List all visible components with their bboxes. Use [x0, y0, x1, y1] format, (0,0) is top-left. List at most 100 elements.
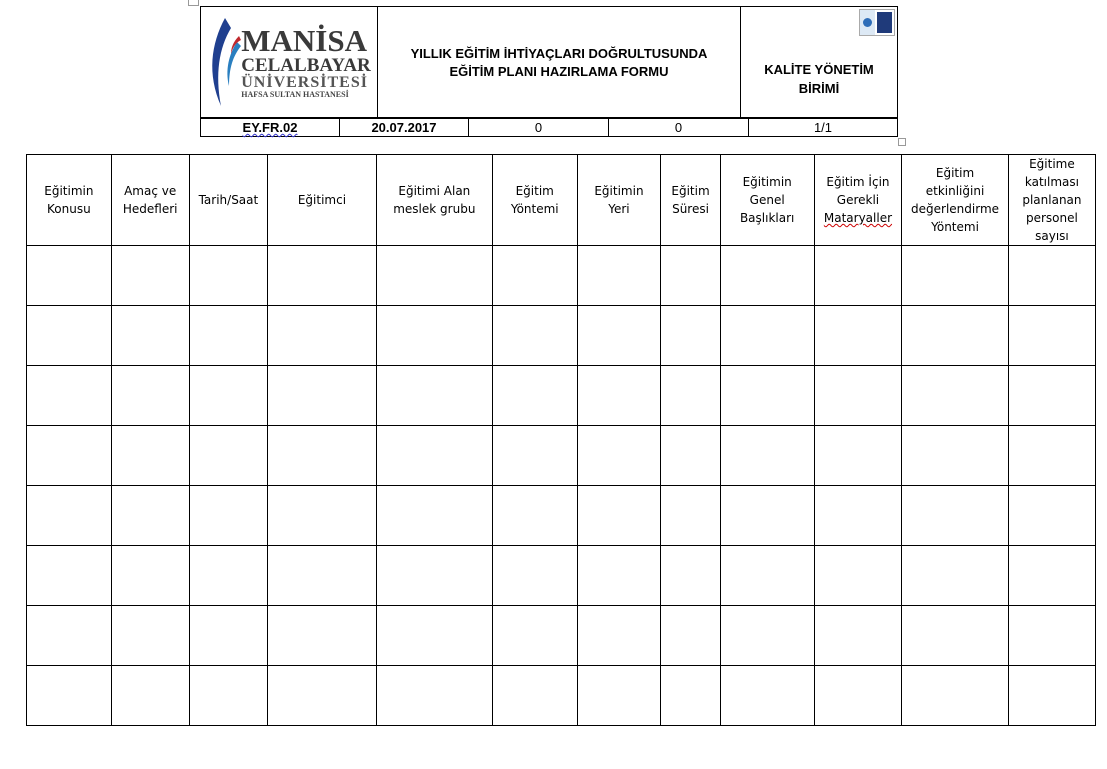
table-cell[interactable] [26, 425, 112, 486]
table-cell[interactable] [110, 665, 190, 726]
table-cell[interactable] [1007, 485, 1097, 546]
table-move-handle[interactable] [188, 0, 199, 6]
table-cell[interactable] [1007, 605, 1097, 666]
table-cell[interactable] [188, 365, 269, 426]
table-cell[interactable] [719, 605, 815, 666]
table-cell[interactable] [576, 305, 662, 366]
table-cell[interactable] [267, 665, 377, 726]
table-cell[interactable] [719, 305, 815, 366]
table-cell[interactable] [1007, 245, 1097, 306]
table-cell[interactable] [813, 305, 903, 366]
table-cell[interactable] [660, 425, 721, 486]
table-cell[interactable] [491, 605, 578, 666]
table-cell[interactable] [26, 485, 112, 546]
table-cell[interactable] [576, 425, 662, 486]
table-cell[interactable] [719, 545, 815, 606]
table-cell[interactable] [110, 425, 190, 486]
table-cell[interactable] [267, 305, 377, 366]
table-cell[interactable] [576, 545, 662, 606]
table-cell[interactable] [110, 305, 190, 366]
table-cell[interactable] [660, 545, 721, 606]
table-cell[interactable] [813, 245, 903, 306]
table-cell[interactable] [1007, 305, 1097, 366]
table-cell[interactable] [491, 365, 578, 426]
table-cell[interactable] [26, 605, 112, 666]
table-cell[interactable] [491, 545, 578, 606]
table-cell[interactable] [491, 665, 578, 726]
table-cell[interactable] [267, 485, 377, 546]
column-header: Eğitim İçin Gerekli Mataryaller [813, 154, 903, 246]
table-cell[interactable] [375, 665, 493, 726]
table-cell[interactable] [719, 425, 815, 486]
table-cell[interactable] [901, 305, 1009, 366]
table-cell[interactable] [26, 665, 112, 726]
table-cell[interactable] [267, 605, 377, 666]
table-cell[interactable] [813, 485, 903, 546]
table-cell[interactable] [188, 485, 269, 546]
table-cell[interactable] [813, 425, 903, 486]
table-cell[interactable] [576, 245, 662, 306]
table-cell[interactable] [188, 545, 269, 606]
table-cell[interactable] [188, 245, 269, 306]
table-cell[interactable] [901, 545, 1009, 606]
table-cell[interactable] [375, 545, 493, 606]
table-cell[interactable] [576, 665, 662, 726]
table-cell[interactable] [901, 245, 1009, 306]
table-cell[interactable] [375, 245, 493, 306]
table-cell[interactable] [26, 305, 112, 366]
table-cell[interactable] [267, 545, 377, 606]
table-cell[interactable] [719, 665, 815, 726]
column-header: Amaç ve Hedefleri [110, 154, 190, 246]
table-cell[interactable] [188, 665, 269, 726]
table-cell[interactable] [110, 485, 190, 546]
table-cell[interactable] [188, 605, 269, 666]
table-cell[interactable] [110, 545, 190, 606]
table-cell[interactable] [188, 305, 269, 366]
table-cell[interactable] [719, 365, 815, 426]
table-cell[interactable] [660, 365, 721, 426]
table-cell[interactable] [813, 605, 903, 666]
table-resize-handle[interactable] [898, 138, 906, 146]
table-cell[interactable] [813, 545, 903, 606]
table-cell[interactable] [375, 305, 493, 366]
table-cell[interactable] [375, 425, 493, 486]
table-cell[interactable] [660, 605, 721, 666]
table-cell[interactable] [576, 365, 662, 426]
table-cell[interactable] [491, 485, 578, 546]
table-cell[interactable] [901, 605, 1009, 666]
table-cell[interactable] [576, 605, 662, 666]
table-cell[interactable] [491, 425, 578, 486]
table-cell[interactable] [576, 485, 662, 546]
table-cell[interactable] [719, 485, 815, 546]
table-cell[interactable] [110, 245, 190, 306]
table-cell[interactable] [813, 665, 903, 726]
table-cell[interactable] [901, 485, 1009, 546]
table-cell[interactable] [110, 365, 190, 426]
table-cell[interactable] [491, 245, 578, 306]
table-cell[interactable] [375, 485, 493, 546]
table-cell[interactable] [267, 245, 377, 306]
table-cell[interactable] [267, 365, 377, 426]
table-cell[interactable] [660, 245, 721, 306]
table-cell[interactable] [26, 365, 112, 426]
table-cell[interactable] [267, 425, 377, 486]
table-cell[interactable] [110, 605, 190, 666]
table-cell[interactable] [901, 665, 1009, 726]
table-cell[interactable] [1007, 665, 1097, 726]
table-cell[interactable] [901, 365, 1009, 426]
table-cell[interactable] [491, 305, 578, 366]
table-cell[interactable] [660, 485, 721, 546]
table-cell[interactable] [26, 245, 112, 306]
table-cell[interactable] [901, 425, 1009, 486]
table-cell[interactable] [660, 305, 721, 366]
table-cell[interactable] [26, 545, 112, 606]
table-cell[interactable] [1007, 425, 1097, 486]
table-cell[interactable] [375, 605, 493, 666]
table-cell[interactable] [188, 425, 269, 486]
table-cell[interactable] [375, 365, 493, 426]
table-cell[interactable] [1007, 545, 1097, 606]
table-cell[interactable] [660, 665, 721, 726]
table-cell[interactable] [1007, 365, 1097, 426]
table-cell[interactable] [813, 365, 903, 426]
table-cell[interactable] [719, 245, 815, 306]
